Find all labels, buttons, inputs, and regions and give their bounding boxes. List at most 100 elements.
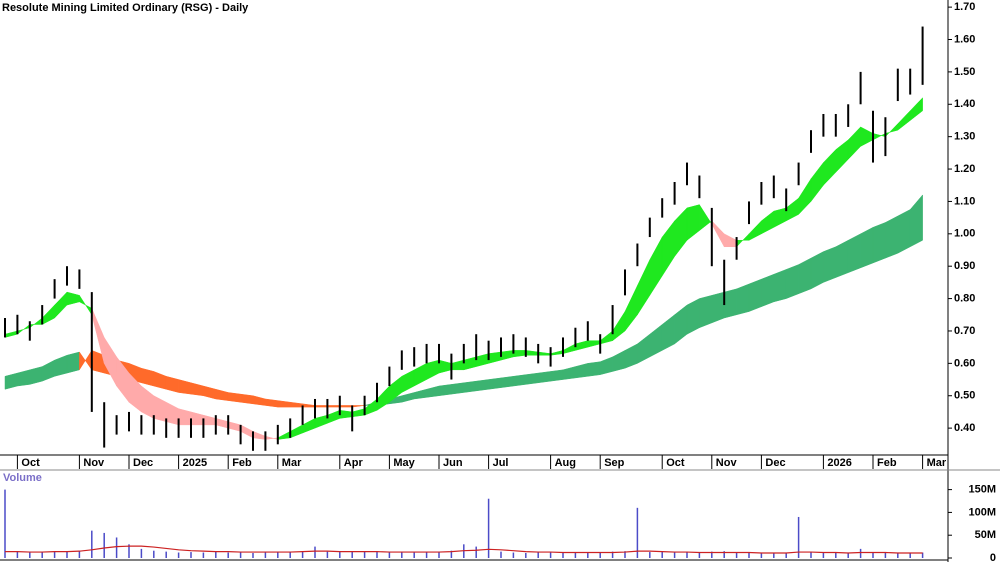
price-bar: [686, 162, 688, 186]
price-bar: [748, 201, 750, 225]
price-bar: [413, 347, 416, 367]
x-tick-label: Sep: [604, 457, 624, 469]
price-bar: [90, 292, 93, 412]
price-bar: [289, 418, 292, 438]
volume-bar: [636, 507, 639, 558]
price-bar: [785, 188, 788, 212]
price-bar: [66, 266, 68, 286]
price-bar: [128, 411, 130, 432]
volume-bar: [388, 552, 391, 558]
price-bar: [376, 382, 378, 403]
price-bar: [698, 175, 701, 199]
price-bar: [524, 337, 527, 357]
y-tick-label: 1.00: [954, 228, 975, 240]
price-bar: [214, 415, 217, 435]
volume-bar: [748, 552, 750, 558]
price-bar: [425, 343, 428, 364]
volume-bar: [921, 552, 924, 558]
volume-title: Volume: [3, 472, 42, 484]
x-tick-label: Aug: [555, 457, 576, 469]
long-ribbon-segment: [66, 351, 80, 374]
long-ribbon-segment: [686, 298, 700, 335]
long-ribbon-segment: [773, 269, 787, 303]
y-tick-label: 1.70: [954, 1, 975, 13]
price-bar: [810, 130, 812, 153]
price-bar: [574, 327, 577, 348]
y-tick-label: 0.80: [954, 292, 975, 304]
volume-bar: [140, 548, 143, 558]
price-bar: [363, 395, 366, 416]
y-tick-label: 1.30: [954, 131, 975, 143]
price-bar: [41, 305, 44, 325]
price-bar: [760, 182, 763, 205]
volume-bar: [525, 552, 527, 558]
x-tick-label: Dec: [765, 457, 785, 469]
long-ribbon-segment: [513, 374, 527, 387]
price-bar: [351, 405, 354, 432]
volume-bar: [301, 551, 304, 558]
x-tick-label: May: [393, 457, 415, 469]
volume-bar: [376, 552, 378, 558]
volume-bar: [859, 548, 862, 558]
volume-bar: [686, 552, 688, 558]
price-bar: [28, 321, 31, 341]
volume-bar: [822, 552, 825, 558]
long-ribbon-segment: [723, 288, 737, 319]
x-tick-label: Mar: [282, 457, 302, 469]
y-tick-label: 0.60: [954, 357, 975, 369]
long-ribbon-segment: [761, 273, 775, 308]
y-tick-label: 1.60: [954, 33, 975, 45]
x-tick-label: Dec: [133, 457, 153, 469]
volume-bar: [91, 530, 93, 558]
long-ribbon-segment: [500, 376, 514, 388]
price-bar: [909, 68, 912, 95]
long-ribbon-segment: [587, 361, 601, 377]
volume-bar: [673, 552, 676, 558]
price-bar: [314, 398, 316, 419]
price-bar: [896, 68, 899, 102]
long-ribbon-segment: [525, 372, 539, 385]
volume-bar: [450, 550, 453, 558]
volume-bar: [177, 552, 180, 558]
volume-bar: [53, 551, 56, 558]
long-ribbon-segment: [823, 246, 837, 283]
volume-bar: [239, 552, 242, 558]
volume-bar: [587, 552, 589, 558]
price-bar: [636, 243, 639, 267]
y-tick-label: 0.70: [954, 325, 975, 337]
y-tick-label: 0.40: [954, 422, 975, 434]
y-tick-label: 1.40: [954, 98, 975, 110]
price-bar: [797, 162, 800, 186]
price-bar: [884, 117, 887, 157]
price-bar: [822, 113, 825, 137]
y-tick-label: 50M: [975, 529, 996, 541]
y-tick-label: 100M: [968, 506, 996, 518]
price-bar: [400, 350, 403, 370]
long-ribbon-segment: [785, 264, 799, 299]
long-ribbon-segment: [897, 209, 911, 254]
price-bar: [921, 26, 924, 85]
x-tick-label: Oct: [666, 457, 685, 469]
volume-bar: [562, 552, 564, 558]
volume-bar: [512, 552, 515, 558]
volume-bar: [500, 551, 502, 558]
price-bar: [562, 337, 564, 357]
y-tick-label: 1.10: [954, 195, 975, 207]
long-ribbon-segment: [872, 222, 886, 264]
price-bar: [264, 431, 267, 451]
volume-bar: [698, 552, 701, 558]
price-bar: [338, 395, 341, 416]
x-tick-label: 2025: [183, 457, 207, 469]
long-ribbon-segment: [909, 194, 923, 248]
price-bar: [648, 217, 651, 238]
volume-bar: [401, 552, 403, 558]
volume-bar: [611, 551, 614, 558]
price-bar: [710, 207, 713, 267]
long-ribbon-segment: [550, 369, 564, 382]
long-ribbon-segment: [475, 379, 489, 392]
long-ribbon-segment: [748, 278, 762, 312]
short-ribbon-segment: [909, 97, 923, 121]
volume-bar: [277, 552, 279, 558]
